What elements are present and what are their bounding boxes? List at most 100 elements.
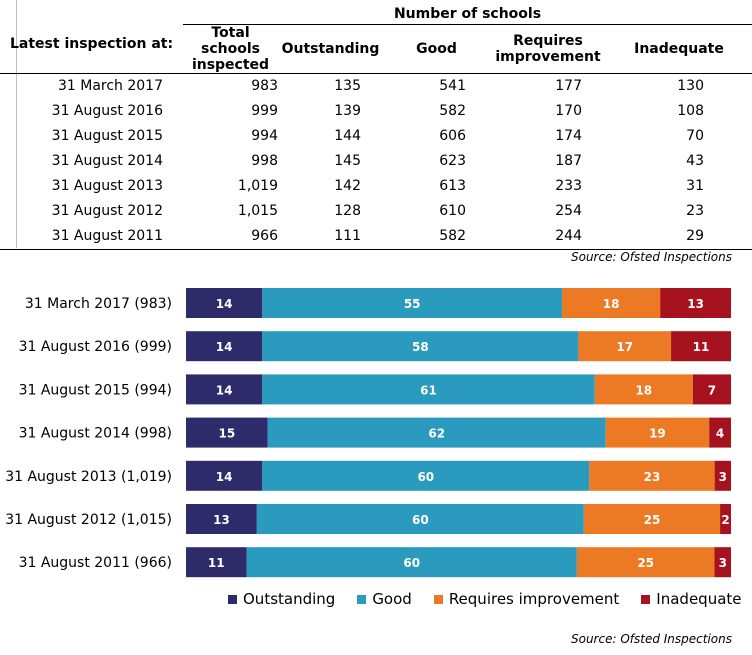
row-date: 31 August 2015 xyxy=(51,128,163,144)
bar-value-label: 60 xyxy=(417,470,434,484)
row-value: 128 xyxy=(334,203,361,219)
bar-value-label: 58 xyxy=(412,340,429,354)
inspection-table: Latest inspection at: Number of schools … xyxy=(0,0,752,250)
category-label: 31 August 2015 (994) xyxy=(19,382,172,398)
row-value: 142 xyxy=(334,178,361,194)
row-value: 983 xyxy=(251,78,278,94)
table-row: 31 August 2015 994 144 606 174 70 xyxy=(0,124,752,149)
row-value: 610 xyxy=(439,203,466,219)
bar-value-label: 2 xyxy=(721,513,729,527)
row-value: 111 xyxy=(278,224,383,250)
bar-value-label: 13 xyxy=(213,513,230,527)
header-requires-improvement: Requires improvement xyxy=(490,24,606,74)
bar-segment xyxy=(186,288,263,318)
bar-segment xyxy=(267,417,606,448)
bar-value-label: 14 xyxy=(216,470,233,484)
bar-segment xyxy=(576,547,715,578)
row-value: 244 xyxy=(490,224,606,250)
bar-segment xyxy=(583,504,721,534)
bar-segment xyxy=(720,504,731,534)
bar-value-label: 3 xyxy=(719,470,727,484)
bar-value-label: 25 xyxy=(644,513,661,527)
bar-value-label: 11 xyxy=(693,340,710,354)
bar-value-label: 14 xyxy=(216,340,233,354)
bar-value-label: 61 xyxy=(420,383,437,397)
category-label: 31 August 2012 (1,015) xyxy=(5,512,172,528)
row-value: 29 xyxy=(606,224,752,250)
row-value: 1,019 xyxy=(237,178,278,194)
row-value: 966 xyxy=(183,224,278,250)
bar-value-label: 18 xyxy=(635,383,652,397)
bar-segment xyxy=(671,331,731,362)
bar-segment xyxy=(262,460,590,491)
row-value: 170 xyxy=(555,103,582,119)
row-value: 174 xyxy=(555,128,582,144)
table-divider xyxy=(16,0,17,248)
bar-value-label: 60 xyxy=(412,513,429,527)
chart-source: Source: Ofsted Inspections xyxy=(570,632,732,646)
row-value: 187 xyxy=(555,153,582,169)
category-label: 31 August 2014 (998) xyxy=(19,426,172,442)
legend-label: Requires improvement xyxy=(448,590,620,608)
row-value: 177 xyxy=(555,78,582,94)
row-value: 582 xyxy=(383,224,490,250)
bar-value-label: 3 xyxy=(719,556,727,570)
bar-segment xyxy=(262,331,579,362)
row-value: 606 xyxy=(439,128,466,144)
chart-legend: Outstanding Good Requires improvement Inade… xyxy=(228,590,742,608)
row-date: 31 August 2016 xyxy=(51,103,163,119)
row-value: 1,015 xyxy=(237,203,278,219)
row-value: 254 xyxy=(555,203,582,219)
row-value: 541 xyxy=(439,78,466,94)
bar-segment xyxy=(589,460,715,491)
bar-value-label: 15 xyxy=(219,427,236,441)
bar-value-label: 55 xyxy=(404,297,421,311)
header-inadequate: Inadequate xyxy=(606,24,752,74)
bar-value-label: 13 xyxy=(687,297,704,311)
bar-value-label: 19 xyxy=(649,427,666,441)
bar-segment xyxy=(262,374,595,405)
bar-segment xyxy=(714,547,731,578)
row-value: 613 xyxy=(439,178,466,194)
table-row: 31 August 2016 999 139 582 170 108 xyxy=(0,99,752,124)
row-date: 31 August 2011 xyxy=(0,224,183,250)
row-date: 31 March 2017 xyxy=(57,78,163,94)
category-label: 31 March 2017 (983) xyxy=(25,296,172,312)
legend-swatch xyxy=(228,594,237,604)
header-latest-inspection: Latest inspection at: xyxy=(0,0,183,74)
header-number-of-schools: Number of schools xyxy=(183,0,752,25)
bar-segment xyxy=(578,331,672,362)
bar-value-label: 7 xyxy=(708,383,716,397)
row-value: 999 xyxy=(251,103,278,119)
bar-segment xyxy=(709,417,731,448)
legend-label: Inadequate xyxy=(656,590,742,608)
legend-swatch xyxy=(357,594,367,604)
bar-value-label: 60 xyxy=(403,556,420,570)
bar-value-label: 14 xyxy=(216,383,233,397)
legend-item: Outstanding xyxy=(228,590,335,608)
table-row: 31 August 2014 998 145 623 187 43 xyxy=(0,149,752,174)
legend-label: Outstanding xyxy=(243,590,336,608)
row-value: 144 xyxy=(334,128,361,144)
row-value: 139 xyxy=(334,103,361,119)
category-label: 31 August 2011 (966) xyxy=(19,555,172,571)
row-value: 994 xyxy=(251,128,278,144)
row-value: 145 xyxy=(334,153,361,169)
legend-swatch xyxy=(641,594,651,604)
bar-segment xyxy=(246,547,577,578)
bar-segment xyxy=(262,288,563,318)
header-good: Good xyxy=(383,24,490,74)
legend-label: Good xyxy=(372,590,412,608)
table-body: 31 March 2017 983 135 541 177 130 31 August 20… xyxy=(0,74,752,250)
bar-segment xyxy=(186,331,263,362)
bar-value-label: 4 xyxy=(716,427,724,441)
bar-segment xyxy=(605,417,710,448)
row-value: 623 xyxy=(439,153,466,169)
bar-segment xyxy=(186,374,263,405)
bar-value-label: 62 xyxy=(428,427,445,441)
bar-value-label: 25 xyxy=(637,556,654,570)
row-value: 135 xyxy=(334,78,361,94)
table-row: 31 March 2017 983 135 541 177 130 xyxy=(0,74,752,100)
bar-segment xyxy=(186,547,247,578)
table-row: 31 August 2013 1,019 142 613 233 31 xyxy=(0,174,752,199)
